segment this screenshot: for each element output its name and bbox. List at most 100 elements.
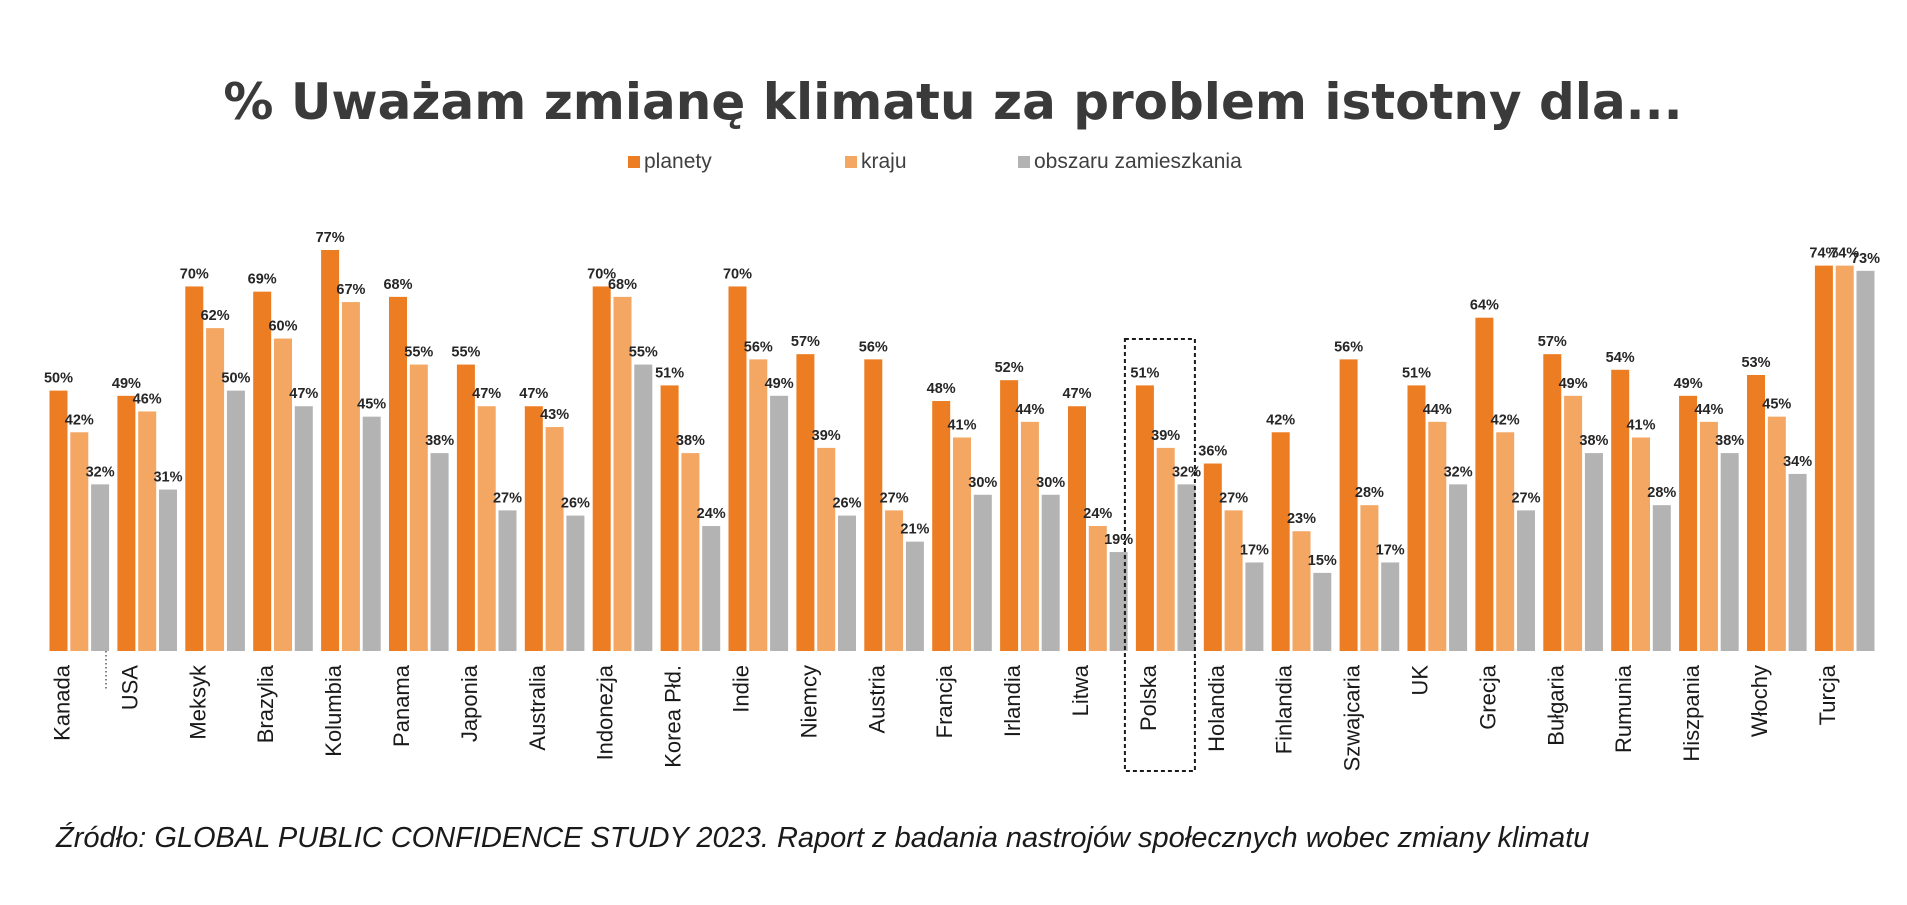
value-label-3-21: 32% — [1444, 464, 1473, 480]
chart-title: % Uważam zmianę klimatu za problem istot… — [223, 73, 1682, 131]
value-label-2-21: 44% — [1423, 402, 1452, 418]
value-label-1-15: 52% — [995, 360, 1024, 376]
value-label-3-25: 38% — [1715, 433, 1744, 449]
bar-2-22 — [1496, 432, 1515, 651]
legend-swatch-3 — [1018, 156, 1030, 168]
value-label-1-26: 53% — [1741, 355, 1770, 371]
bar-3-6 — [430, 453, 449, 651]
bar-2-27 — [1835, 265, 1854, 651]
bar-1-19 — [1271, 432, 1290, 651]
bar-2-2 — [138, 411, 157, 651]
value-label-1-19: 42% — [1266, 412, 1295, 428]
bar-2-16 — [1088, 526, 1107, 651]
value-label-1-21: 51% — [1402, 365, 1431, 381]
bar-3-7 — [498, 510, 517, 651]
legend-label-1: planety — [644, 150, 712, 173]
value-label-3-10: 24% — [697, 506, 726, 522]
value-labels: 50%42%32%49%46%31%70%62%50%69%60%47%77%6… — [44, 230, 1880, 569]
bar-1-7 — [456, 364, 475, 651]
bar-1-3 — [185, 286, 204, 651]
category-label-20: Szwajcaria — [1340, 664, 1365, 771]
bar-2-18 — [1224, 510, 1243, 651]
bar-1-20 — [1339, 359, 1358, 651]
category-label-17: Polska — [1136, 664, 1161, 731]
category-label-18: Holandia — [1204, 664, 1229, 752]
value-label-3-5: 45% — [357, 397, 386, 413]
bar-3-8 — [566, 515, 585, 651]
bar-1-24 — [1611, 369, 1630, 651]
bar-3-11 — [770, 395, 789, 651]
value-label-1-24: 54% — [1606, 350, 1635, 366]
bar-3-12 — [838, 515, 856, 651]
category-label-27: Turcja — [1815, 664, 1840, 725]
decorations — [105, 338, 1196, 772]
value-label-2-12: 39% — [812, 428, 841, 444]
value-label-2-25: 44% — [1694, 402, 1723, 418]
value-label-3-16: 19% — [1104, 532, 1133, 548]
category-label-9: Indonezja — [593, 664, 618, 760]
legend-swatch-1 — [628, 156, 640, 168]
bar-1-16 — [1068, 406, 1086, 651]
bar-2-25 — [1699, 421, 1718, 651]
bar-1-5 — [321, 250, 340, 651]
category-label-2: USA — [117, 665, 142, 711]
value-label-3-13: 21% — [900, 522, 929, 538]
category-label-6: Panama — [389, 664, 414, 747]
bar-1-11 — [728, 286, 747, 651]
bar-3-23 — [1584, 453, 1603, 651]
bar-1-15 — [1000, 380, 1019, 651]
legend-label-3: obszaru zamieszkania — [1034, 150, 1242, 173]
category-label-4: Brazylia — [253, 664, 278, 743]
value-label-2-17: 39% — [1151, 428, 1180, 444]
bar-2-21 — [1428, 421, 1447, 651]
value-label-3-4: 47% — [289, 386, 318, 402]
bar-1-12 — [796, 354, 815, 651]
legend-swatch-2 — [845, 156, 857, 168]
legend: planety kraju obszaru zamieszkania — [628, 150, 1242, 173]
value-label-3-23: 38% — [1579, 433, 1608, 449]
value-label-3-1: 32% — [86, 464, 115, 480]
bar-1-18 — [1203, 463, 1222, 651]
bar-2-1 — [70, 432, 89, 651]
category-label-16: Litwa — [1068, 664, 1093, 716]
bar-1-22 — [1475, 317, 1494, 651]
value-label-1-22: 64% — [1470, 298, 1499, 314]
value-label-1-25: 49% — [1674, 376, 1703, 392]
value-label-2-7: 47% — [472, 386, 501, 402]
bar-2-12 — [817, 447, 836, 651]
value-label-2-24: 41% — [1626, 417, 1655, 433]
bar-2-20 — [1360, 505, 1379, 651]
category-label-3: Meksyk — [185, 664, 210, 740]
bar-3-16 — [1109, 552, 1128, 651]
value-label-1-27: 74% — [1809, 246, 1838, 262]
value-label-3-11: 49% — [765, 376, 794, 392]
bar-3-4 — [294, 406, 313, 651]
bar-2-7 — [477, 406, 496, 651]
bar-2-8 — [545, 427, 564, 651]
value-label-1-7: 55% — [451, 345, 480, 361]
value-label-1-23: 57% — [1538, 334, 1567, 350]
bars — [49, 250, 1875, 651]
value-label-2-3: 62% — [201, 308, 230, 324]
value-label-2-14: 41% — [947, 417, 976, 433]
value-label-1-6: 68% — [383, 277, 412, 293]
bar-3-24 — [1652, 505, 1671, 651]
value-label-3-26: 34% — [1783, 454, 1812, 470]
bar-2-15 — [1020, 421, 1039, 651]
bar-2-17 — [1156, 447, 1175, 651]
bar-2-13 — [885, 510, 904, 651]
value-label-3-7: 27% — [493, 490, 522, 506]
bar-1-4 — [253, 291, 272, 651]
bar-3-14 — [973, 494, 992, 651]
bar-1-2 — [117, 395, 136, 651]
value-label-3-24: 28% — [1647, 485, 1676, 501]
category-label-13: Austria — [864, 664, 889, 733]
value-label-3-6: 38% — [425, 433, 454, 449]
value-label-1-9: 70% — [587, 266, 616, 282]
bar-1-27 — [1814, 265, 1833, 651]
highlight-box — [1123, 338, 1196, 772]
value-label-1-10: 51% — [655, 365, 684, 381]
bar-1-1 — [49, 390, 68, 651]
value-label-2-22: 42% — [1491, 412, 1520, 428]
category-label-12: Niemcy — [796, 665, 821, 738]
